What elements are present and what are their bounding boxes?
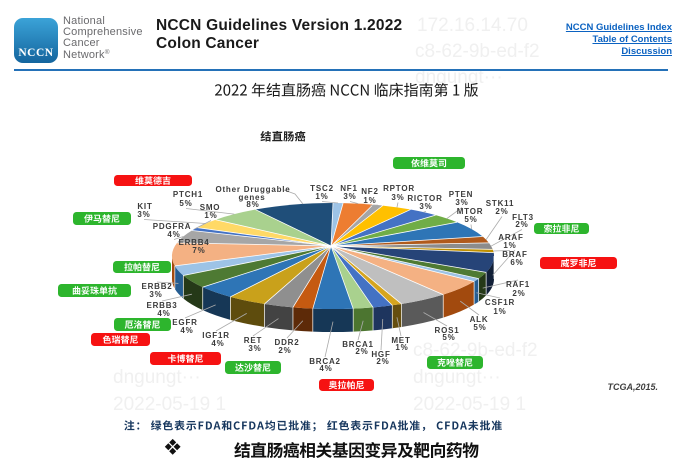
svg-text:3%: 3% [137,210,150,219]
svg-text:3%: 3% [391,193,404,202]
svg-text:3%: 3% [149,290,162,299]
svg-text:1%: 1% [315,192,328,201]
svg-text:ARAF: ARAF [498,233,523,242]
svg-text:SMO: SMO [200,203,221,212]
svg-text:PDGFRA: PDGFRA [153,222,192,231]
svg-text:MTOR: MTOR [457,207,484,216]
svg-text:BRAF: BRAF [502,250,527,259]
svg-text:MET: MET [391,336,410,345]
svg-text:1%: 1% [503,241,516,250]
svg-text:BRCA2: BRCA2 [309,357,341,366]
svg-text:CSF1R: CSF1R [485,298,515,307]
svg-text:1%: 1% [493,307,506,316]
svg-text:FLT3: FLT3 [512,213,534,222]
svg-text:DDR2: DDR2 [275,338,300,347]
svg-text:PTEN: PTEN [449,190,474,199]
svg-text:HGF: HGF [371,350,390,359]
svg-text:2%: 2% [515,220,528,229]
svg-text:4%: 4% [167,230,180,239]
svg-text:4%: 4% [157,309,170,318]
svg-text:IGF1R: IGF1R [202,331,230,340]
svg-text:ROS1: ROS1 [435,326,460,335]
svg-text:2%: 2% [376,357,389,366]
svg-text:TCGA,2015.: TCGA,2015. [607,382,658,392]
svg-text:RET: RET [244,336,262,345]
svg-text:1%: 1% [363,196,376,205]
svg-text:3%: 3% [343,192,356,201]
svg-text:2%: 2% [495,207,508,216]
svg-text:5%: 5% [442,333,455,342]
svg-text:genes: genes [238,193,265,202]
svg-text:2%: 2% [278,346,291,355]
svg-text:KIT: KIT [137,202,152,211]
svg-text:1%: 1% [204,211,217,220]
svg-text:RICTOR: RICTOR [407,194,442,203]
svg-text:EGFR: EGFR [172,318,197,327]
svg-text:7%: 7% [192,246,205,255]
svg-text:8%: 8% [246,200,259,209]
svg-text:STK11: STK11 [486,199,514,208]
svg-text:NF2: NF2 [361,187,379,196]
svg-text:3%: 3% [419,202,432,211]
svg-text:5%: 5% [473,323,486,332]
svg-text:Other Druggable: Other Druggable [215,185,290,194]
svg-text:1%: 1% [395,343,408,352]
svg-text:3%: 3% [248,344,261,353]
svg-text:6%: 6% [510,258,523,267]
svg-text:5%: 5% [179,199,192,208]
svg-text:2%: 2% [512,289,525,298]
svg-text:ALK: ALK [470,315,489,324]
svg-text:RPTOR: RPTOR [383,184,415,193]
svg-text:RAF1: RAF1 [506,280,530,289]
svg-text:5%: 5% [464,215,477,224]
svg-text:BRCA1: BRCA1 [342,340,374,349]
svg-text:4%: 4% [211,339,224,348]
svg-text:NF1: NF1 [340,184,358,193]
svg-text:ERBB3: ERBB3 [146,301,177,310]
svg-text:ERBB2: ERBB2 [141,282,172,291]
svg-text:4%: 4% [319,364,332,373]
svg-text:TSC2: TSC2 [310,184,334,193]
svg-text:3%: 3% [455,198,468,207]
svg-text:ERBB4: ERBB4 [178,238,209,247]
svg-text:4%: 4% [180,326,193,335]
svg-text:PTCH1: PTCH1 [173,190,203,199]
svg-text:2%: 2% [355,347,368,356]
